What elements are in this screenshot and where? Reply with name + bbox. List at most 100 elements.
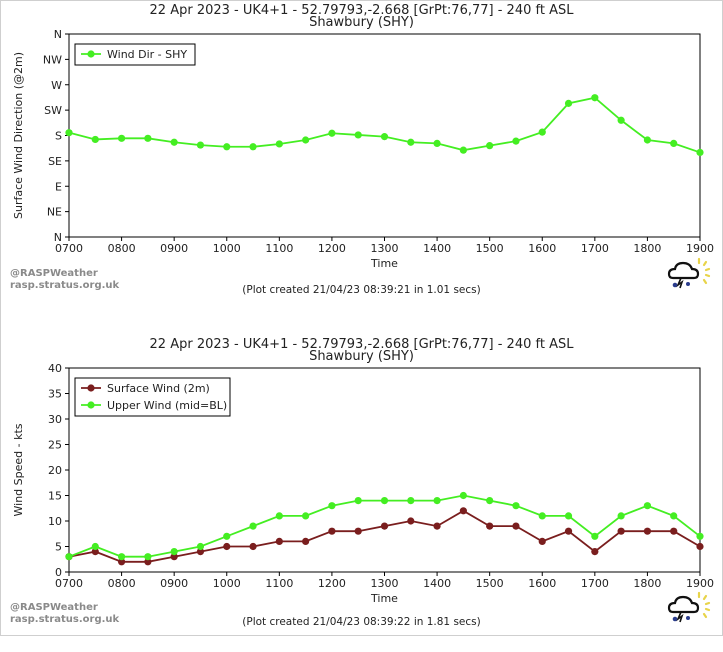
x-tick-label: 1400: [423, 577, 451, 590]
y-tick-label: SW: [44, 104, 62, 117]
data-point: [144, 558, 152, 566]
wind-speed-chart: 0 5 10 15 20 25 30 35 40 0700 0800 0900 1000 1100 1200…: [12, 362, 714, 605]
legend: [74, 377, 231, 417]
x-tick-label: 1000: [213, 242, 241, 255]
x-tick-label: 1400: [423, 242, 451, 255]
data-point: [617, 512, 625, 520]
chart-title: 22 Apr 2023 - UK4+1 - 52.79793,-2.668 [G…: [149, 337, 574, 352]
legend-label: Wind Dir - SHY: [107, 48, 187, 61]
wind-direction-panel: 22 Apr 2023 - UK4+1 - 52.79793,-2.668 [G…: [0, 0, 723, 318]
data-point: [144, 134, 152, 142]
weather-logo-icon: [667, 591, 711, 623]
data-point: [117, 553, 126, 561]
wind-speed-panel: 22 Apr 2023 - UK4+1 - 52.79793,-2.668 [G…: [0, 334, 723, 652]
credit-handle: @RASPWeather: [10, 602, 98, 613]
x-tick-label: 0700: [55, 242, 83, 255]
x-tick-label: 1000: [213, 577, 241, 590]
data-point: [617, 116, 625, 124]
x-tick-label: 1900: [686, 577, 714, 590]
data-point: [670, 512, 678, 520]
y-tick-label: N: [54, 28, 62, 41]
data-point: [486, 142, 494, 150]
data-point: [144, 553, 152, 561]
data-point: [223, 143, 231, 151]
data-point: [433, 497, 441, 505]
data-point: [91, 135, 99, 144]
x-tick-label: 1600: [528, 242, 556, 255]
data-point: [91, 548, 99, 556]
y-tick-label: SE: [48, 155, 62, 168]
data-point: [354, 131, 362, 139]
y-tick-label: 20: [48, 464, 62, 477]
data-point: [354, 527, 362, 535]
data-point: [459, 507, 467, 515]
x-tick-label: 1300: [371, 242, 399, 255]
x-tick-label: 1900: [686, 242, 714, 255]
x-tick-label: 0900: [160, 577, 188, 590]
chart-subtitle: Shawbury (SHY): [309, 349, 414, 364]
x-tick-label: 1200: [318, 242, 346, 255]
data-point: [433, 139, 441, 147]
legend-label: Upper Wind (mid=BL): [107, 399, 227, 412]
data-point: [302, 136, 310, 144]
y-tick-label: 25: [48, 439, 62, 452]
x-tick-label: 1300: [371, 577, 399, 590]
plot-created-note: (Plot created 21/04/23 08:39:22 in 1.81 …: [242, 616, 481, 628]
data-point: [196, 548, 205, 556]
data-point: [223, 542, 231, 551]
chart-title: 22 Apr 2023 - UK4+1 - 52.79793,-2.668 [G…: [149, 3, 574, 18]
y-tick-label: 0: [55, 566, 62, 579]
x-tick-label: 1100: [265, 242, 293, 255]
data-point: [564, 512, 573, 520]
data-point: [223, 532, 231, 540]
credit-url: rasp.stratus.org.uk: [10, 280, 120, 291]
y-tick-label: S: [55, 130, 62, 143]
data-point: [433, 522, 441, 530]
data-point: [196, 542, 205, 551]
data-point: [591, 532, 599, 540]
data-point: [643, 527, 652, 535]
data-point: [380, 522, 389, 530]
data-point: [486, 522, 494, 530]
y-tick-label: 40: [48, 362, 62, 375]
data-point: [591, 548, 599, 556]
data-point: [170, 138, 178, 146]
data-point: [407, 138, 415, 146]
x-tick-label: 0700: [55, 577, 83, 590]
x-tick-label: 1600: [528, 577, 556, 590]
legend-swatch-marker: [87, 401, 95, 409]
data-point: [328, 129, 336, 137]
data-point: [564, 99, 573, 107]
data-point: [302, 537, 310, 545]
data-point: [696, 532, 704, 540]
data-point: [249, 542, 257, 551]
data-point: [512, 522, 520, 530]
data-point: [591, 94, 599, 102]
data-point: [249, 522, 257, 530]
data-point: [407, 497, 415, 505]
y-tick-label: 5: [55, 541, 62, 554]
data-point: [670, 139, 678, 147]
legend-label: Surface Wind (2m): [107, 382, 210, 395]
data-point: [196, 141, 205, 149]
legend-swatch-marker: [87, 384, 95, 392]
x-tick-label: 1500: [476, 242, 504, 255]
chart-subtitle: Shawbury (SHY): [309, 15, 414, 30]
data-point: [354, 497, 362, 505]
y-tick-label: NE: [47, 206, 62, 219]
data-point: [538, 512, 546, 520]
y-axis-label: Wind Speed - kts: [12, 423, 25, 516]
x-tick-label: 0900: [160, 242, 188, 255]
weather-logo-icon: [667, 257, 711, 289]
credit-handle: @RASPWeather: [10, 268, 98, 279]
data-point: [512, 137, 520, 145]
data-point: [117, 558, 126, 566]
x-tick-label: 1100: [265, 577, 293, 590]
data-point: [170, 553, 178, 561]
y-tick-label: 15: [48, 490, 62, 503]
data-point: [170, 548, 178, 556]
data-point: [696, 148, 704, 157]
y-tick-label: W: [51, 79, 62, 92]
data-point: [564, 527, 573, 535]
